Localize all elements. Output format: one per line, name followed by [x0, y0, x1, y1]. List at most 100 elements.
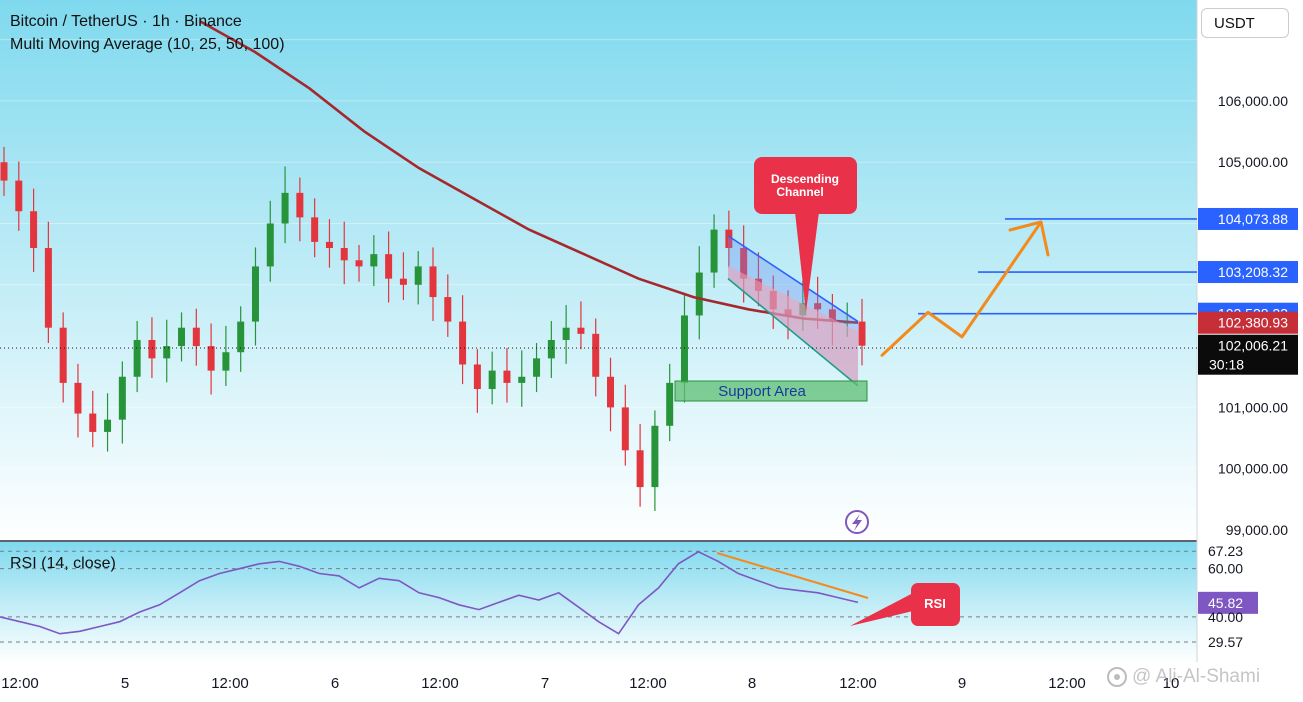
candle-body — [429, 266, 437, 298]
candle-body — [74, 382, 82, 414]
candle-body — [695, 272, 703, 316]
candle-body — [370, 254, 378, 267]
indicator-title[interactable]: Multi Moving Average (10, 25, 50, 100) — [10, 36, 285, 53]
candle-body — [311, 217, 319, 242]
time-axis-background — [0, 662, 1303, 702]
candle-body — [44, 248, 52, 328]
price-level-tags: 104,073.88103,208.32102,528.23102,380.93… — [1198, 207, 1298, 375]
price-level-tag — [1198, 334, 1298, 375]
lightning-icon[interactable] — [845, 510, 869, 534]
forecast-arrow — [880, 222, 1042, 357]
support-area-label: Support Area — [718, 383, 806, 400]
rsi-title[interactable]: RSI (14, close) — [10, 555, 116, 572]
price-level-text: 104,073.88 — [1218, 211, 1288, 227]
candle-body — [385, 254, 393, 279]
rsi-divergence-line — [716, 552, 869, 599]
candle-body — [355, 260, 363, 267]
candle-body — [444, 297, 452, 322]
time-axis-label: 9 — [958, 675, 966, 692]
watermark: @ Ali-Al-Shami — [1132, 666, 1261, 687]
candle-body — [710, 229, 718, 273]
candle-body — [636, 450, 644, 488]
forecast-arrowhead — [1008, 220, 1050, 257]
candle-body — [503, 370, 511, 383]
symbol-title[interactable]: Bitcoin / TetherUS · 1h · Binance — [10, 13, 242, 30]
candle-body — [740, 248, 748, 279]
rsi-tick-label: 60.00 — [1208, 561, 1243, 577]
descending-channel-callout: Descending Channel — [754, 157, 857, 312]
rsi-value-text: 45.82 — [1208, 595, 1243, 611]
channel-upper-line — [727, 235, 859, 323]
candle-body — [340, 248, 348, 261]
time-axis-label: 6 — [331, 675, 339, 692]
candle-body — [814, 303, 822, 310]
candle-body — [148, 339, 156, 359]
price-tick-label: 106,000.00 — [1218, 93, 1288, 109]
price-tick-label: 101,000.00 — [1218, 399, 1288, 415]
candle-body — [547, 339, 555, 359]
candle-body — [533, 358, 541, 377]
price-tick-labels: 106,000.00 105,000.00 101,000.00 100,000.00… — [1218, 93, 1288, 538]
time-axis-label: 7 — [541, 675, 549, 692]
candle-body — [222, 352, 230, 371]
callout-text-line1: Descending — [771, 172, 839, 186]
candle-body — [118, 376, 126, 420]
candle-body — [488, 370, 496, 390]
time-axis-label: 12:00 — [421, 675, 459, 692]
time-axis-labels: 12:00 5 12:00 6 12:00 7 12:00 8 12:00 9 12:00 10 — [1, 675, 1179, 692]
price-tick-label: 100,000.00 — [1218, 461, 1288, 477]
rsi-value-tag — [1198, 591, 1258, 614]
watermark-logo-icon — [1107, 667, 1127, 687]
rsi-line — [0, 550, 859, 635]
candle-body — [59, 327, 67, 383]
candle-body — [237, 321, 245, 353]
candle-body — [296, 192, 304, 218]
price-tick-label: 99,000.00 — [1226, 522, 1288, 538]
price-level-tag — [1198, 207, 1298, 230]
candle-body — [414, 266, 422, 285]
price-level-text: 102,006.21 — [1218, 338, 1288, 354]
time-axis-label: 8 — [748, 675, 756, 692]
moving-average-line — [199, 20, 859, 324]
time-axis-label: 12:00 — [1, 675, 39, 692]
rsi-callout: RSI — [850, 583, 960, 626]
time-axis-label: 10 — [1163, 675, 1180, 692]
candle-body — [592, 333, 600, 377]
candle-body — [562, 327, 570, 340]
candle-body — [666, 382, 674, 426]
chart-background — [0, 0, 1197, 541]
time-axis-label: 12:00 — [211, 675, 249, 692]
rsi-tick-label: 29.57 — [1208, 634, 1243, 650]
currency-unit-button[interactable]: USDT — [1201, 8, 1289, 38]
candle-body — [459, 321, 467, 365]
candle-body — [163, 346, 171, 359]
candle-body — [207, 346, 215, 371]
candle-body — [473, 364, 481, 390]
time-axis-label: 12:00 — [1048, 675, 1086, 692]
candle-body — [858, 321, 866, 346]
rsi-callout-text: RSI — [924, 596, 946, 611]
candle-body — [828, 309, 836, 322]
candle-body — [399, 278, 407, 285]
candle-body — [607, 376, 615, 408]
price-level-text: 103,208.32 — [1218, 264, 1288, 280]
price-level-tag — [1198, 261, 1298, 284]
rsi-background — [0, 542, 1197, 662]
watermark-text: Ali-Al-Shami — [1155, 666, 1261, 687]
candle-body — [15, 180, 23, 212]
candle-body — [651, 425, 659, 488]
candle-body — [281, 192, 289, 224]
price-level-tag — [1198, 311, 1298, 334]
candle-body — [30, 211, 38, 249]
candle-body — [178, 327, 186, 347]
candle-body — [518, 376, 526, 383]
price-level-text: 102,380.93 — [1218, 315, 1288, 331]
candle-body — [133, 339, 141, 377]
time-axis-label: 12:00 — [839, 675, 877, 692]
candle-body — [0, 162, 8, 181]
candle-body — [104, 419, 112, 432]
candle-body — [577, 327, 585, 334]
candle-body — [725, 229, 733, 249]
